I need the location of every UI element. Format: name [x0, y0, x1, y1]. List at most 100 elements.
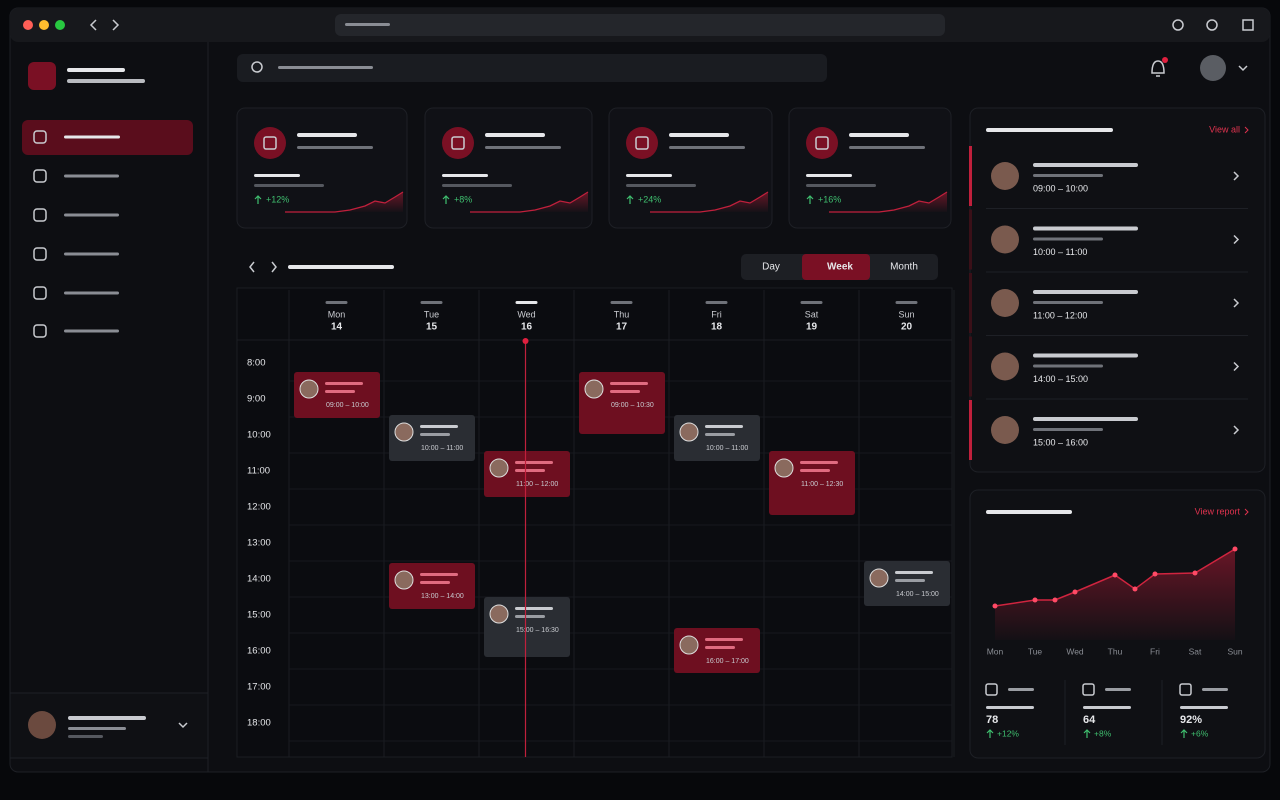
nav-label-placeholder — [64, 213, 119, 217]
event-time: 09:00 – 10:30 — [611, 402, 654, 409]
stat-icon — [806, 127, 838, 159]
highlight-bar — [969, 273, 972, 333]
stat-change: +24% — [638, 194, 661, 204]
stat-icon-glyph — [815, 136, 829, 150]
nav-icon[interactable] — [33, 324, 47, 338]
nav-icon[interactable] — [33, 130, 47, 144]
up-arrow — [806, 195, 814, 204]
summary-icon — [985, 683, 998, 696]
text-placeholder — [705, 646, 735, 649]
user-menu[interactable] — [178, 722, 188, 729]
view-active[interactable] — [802, 254, 870, 280]
list-item[interactable] — [980, 400, 1255, 460]
stat-change: +16% — [818, 194, 841, 204]
highlight-bar — [969, 146, 972, 206]
sparkline-area — [520, 192, 588, 212]
text-placeholder — [1033, 290, 1138, 294]
stat-change: +12% — [266, 194, 289, 204]
browser-icon[interactable] — [1242, 19, 1254, 31]
profile-menu[interactable] — [1238, 65, 1248, 72]
view-report-link[interactable]: View report — [1195, 506, 1241, 516]
day-name: Sat — [805, 309, 819, 319]
nav-icon[interactable] — [33, 169, 47, 183]
x-tick-label: Wed — [1066, 646, 1084, 656]
panel-title-placeholder — [986, 510, 1072, 514]
x-tick-label: Sat — [1189, 646, 1202, 656]
day-name: Sun — [898, 309, 914, 319]
history-nav[interactable] — [89, 19, 120, 31]
list-chevron — [1233, 298, 1240, 308]
text-placeholder — [1105, 688, 1131, 691]
text-placeholder — [1180, 706, 1228, 709]
search-bar[interactable] — [237, 54, 827, 82]
list-item[interactable] — [980, 210, 1255, 270]
list-item[interactable] — [980, 337, 1255, 397]
list-chevron — [1233, 171, 1240, 181]
trend-point — [992, 603, 998, 609]
text-placeholder — [849, 146, 925, 149]
text-placeholder — [515, 607, 553, 610]
logo — [28, 62, 56, 90]
close-button[interactable] — [23, 20, 33, 30]
user-placeholder — [68, 735, 103, 738]
maximize-button[interactable] — [55, 20, 65, 30]
trend-point — [1152, 571, 1158, 577]
text-placeholder — [849, 133, 909, 137]
text-placeholder — [420, 581, 450, 584]
text-placeholder — [420, 573, 458, 576]
stat-icon — [442, 127, 474, 159]
text-placeholder — [297, 133, 357, 137]
event-time: 11:00 – 12:30 — [801, 481, 843, 488]
sparkline-area — [335, 192, 403, 212]
event-time: 10:00 – 11:00 — [421, 445, 463, 452]
text-placeholder — [1033, 237, 1103, 241]
text-placeholder — [669, 133, 729, 137]
list-time: 10:00 – 11:00 — [1033, 247, 1087, 257]
sparkline — [650, 191, 769, 213]
x-tick-label: Thu — [1108, 646, 1123, 656]
text-placeholder — [800, 461, 838, 464]
link-chevron — [1244, 508, 1249, 516]
event-avatar — [489, 604, 509, 624]
view-option[interactable]: Day — [762, 262, 780, 273]
text-placeholder — [297, 146, 373, 149]
nav-icon[interactable] — [33, 286, 47, 300]
view-option[interactable]: Week — [827, 262, 853, 273]
nav-icon[interactable] — [33, 208, 47, 222]
day-placeholder — [800, 301, 823, 304]
browser-icon[interactable] — [1206, 19, 1218, 31]
panel-title-placeholder — [986, 128, 1113, 132]
view-option[interactable]: Month — [890, 262, 918, 273]
text-placeholder — [610, 382, 648, 385]
nav-icon[interactable] — [33, 247, 47, 261]
profile-avatar[interactable] — [1200, 55, 1226, 81]
week-nav[interactable] — [249, 261, 277, 273]
list-item[interactable] — [980, 146, 1255, 206]
sparkline — [829, 191, 948, 213]
list-time: 09:00 – 10:00 — [1033, 183, 1088, 193]
sparkline-area — [700, 192, 768, 212]
list-item[interactable] — [980, 273, 1255, 333]
stat-icon — [626, 127, 658, 159]
day-name: Wed — [517, 309, 535, 319]
trend-area — [995, 549, 1235, 640]
text-placeholder — [806, 184, 876, 187]
summary-value: 64 — [1083, 714, 1096, 726]
list-avatar — [991, 416, 1019, 444]
minimize-button[interactable] — [39, 20, 49, 30]
trend-point — [1052, 597, 1058, 603]
event-time: 09:00 – 10:00 — [326, 402, 369, 409]
text-placeholder — [1033, 364, 1103, 368]
notifications[interactable] — [1151, 60, 1165, 77]
list-avatar — [991, 225, 1019, 254]
address-bar[interactable] — [335, 14, 945, 36]
text-placeholder — [610, 390, 640, 393]
up-arrow — [442, 195, 450, 204]
text-placeholder — [1033, 301, 1103, 304]
user-placeholder — [68, 727, 126, 730]
view-all-link[interactable]: View all — [1209, 124, 1240, 134]
sparkline — [285, 191, 404, 213]
text-placeholder — [669, 146, 745, 149]
browser-icon[interactable] — [1172, 19, 1184, 31]
